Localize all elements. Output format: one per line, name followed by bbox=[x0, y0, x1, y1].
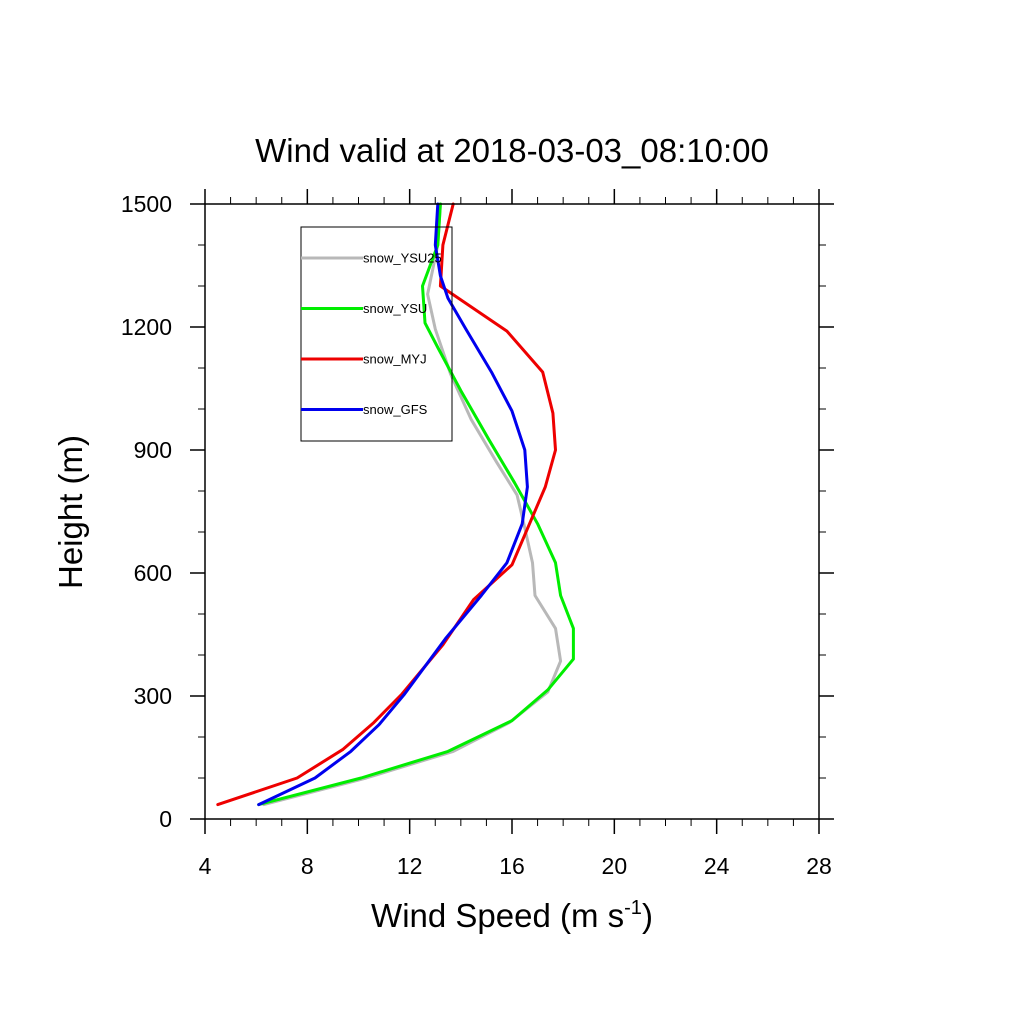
x-tick-label: 8 bbox=[301, 853, 314, 879]
x-axis-title: Wind Speed (m s-1) bbox=[371, 897, 653, 934]
x-tick-label: 16 bbox=[499, 853, 525, 879]
legend-label-snow-gfs: snow_GFS bbox=[363, 402, 428, 417]
legend-box bbox=[300, 226, 453, 442]
series-line-snow-ysu bbox=[257, 202, 575, 807]
plot-frame bbox=[204, 203, 820, 820]
series-line-snow-gfs bbox=[257, 202, 529, 807]
y-tick-label: 1500 bbox=[121, 191, 172, 217]
legend-label-snow-ysu: snow_YSU bbox=[363, 301, 427, 316]
series-layer bbox=[216, 202, 575, 807]
y-tick-label: 1200 bbox=[121, 314, 172, 340]
x-tick-label: 4 bbox=[199, 853, 212, 879]
legend-label-snow-ysu25: snow_YSU25 bbox=[363, 251, 442, 266]
y-tick-label: 900 bbox=[134, 437, 172, 463]
legend: snow_YSU25 snow_YSU snow_MYJ snow_GFS bbox=[300, 226, 453, 442]
series-line-snow-myj bbox=[216, 202, 557, 807]
y-axis-title: Height (m) bbox=[52, 435, 89, 589]
x-tick-label: 28 bbox=[806, 853, 832, 879]
x-tick-label: 24 bbox=[704, 853, 730, 879]
y-tick-label: 0 bbox=[159, 806, 172, 832]
axes: 4 8 12 16 20 24 28 0 300 600 900 1200 1500 bbox=[121, 189, 834, 879]
y-tick-label: 300 bbox=[134, 683, 172, 709]
chart-title: Wind valid at 2018-03-03_08:10:00 bbox=[255, 132, 769, 169]
legend-label-snow-myj: snow_MYJ bbox=[363, 352, 427, 367]
series-line-snow-ysu25 bbox=[262, 202, 563, 807]
x-tick-label: 12 bbox=[397, 853, 423, 879]
x-tick-label: 20 bbox=[602, 853, 628, 879]
y-tick-label: 600 bbox=[134, 560, 172, 586]
